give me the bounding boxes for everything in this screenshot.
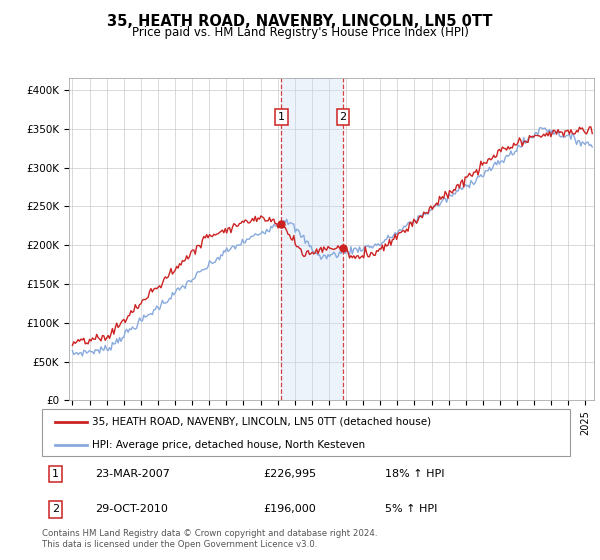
Text: 5% ↑ HPI: 5% ↑ HPI	[385, 505, 437, 515]
Text: 23-MAR-2007: 23-MAR-2007	[95, 469, 170, 479]
Text: 1: 1	[278, 112, 285, 122]
Text: 35, HEATH ROAD, NAVENBY, LINCOLN, LN5 0TT (detached house): 35, HEATH ROAD, NAVENBY, LINCOLN, LN5 0T…	[92, 417, 431, 427]
Text: HPI: Average price, detached house, North Kesteven: HPI: Average price, detached house, Nort…	[92, 440, 365, 450]
Text: 1: 1	[52, 469, 59, 479]
Text: £196,000: £196,000	[264, 505, 317, 515]
FancyBboxPatch shape	[42, 409, 570, 456]
Text: £226,995: £226,995	[264, 469, 317, 479]
Text: 35, HEATH ROAD, NAVENBY, LINCOLN, LN5 0TT: 35, HEATH ROAD, NAVENBY, LINCOLN, LN5 0T…	[107, 14, 493, 29]
Text: 29-OCT-2010: 29-OCT-2010	[95, 505, 167, 515]
Bar	[281, 78, 343, 400]
Text: 18% ↑ HPI: 18% ↑ HPI	[385, 469, 445, 479]
Text: 2: 2	[340, 112, 347, 122]
Text: 2: 2	[52, 505, 59, 515]
Text: Contains HM Land Registry data © Crown copyright and database right 2024.
This d: Contains HM Land Registry data © Crown c…	[42, 529, 377, 549]
Text: Price paid vs. HM Land Registry's House Price Index (HPI): Price paid vs. HM Land Registry's House …	[131, 26, 469, 39]
